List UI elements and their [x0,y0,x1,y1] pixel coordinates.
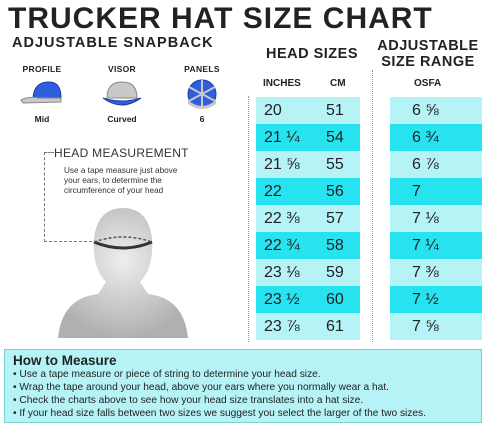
spec-panels: PANELS 6 [162,64,242,124]
inches-cell: 23 ½ [264,290,300,308]
col-header-osfa: OSFA [414,78,442,89]
table-row: 22 ⅜ 57 [256,205,360,232]
spec-value: 6 [199,114,205,124]
table-row: 7 ½ [390,286,482,313]
how-to-item: Check the charts above to see how your h… [13,394,473,407]
osfa-cell: 6 ¾ [412,128,439,146]
osfa-cell: 7 ⅝ [412,317,439,335]
cap-visor-icon [102,81,142,106]
osfa-cell: 7 [412,182,421,200]
head-sizes-label: HEAD SIZES [265,46,358,62]
spec-profile: PROFILE Mid [2,64,82,124]
cm-cell: 55 [326,155,344,173]
table-row: 23 ⅛ 59 [256,259,360,286]
table-row: 7 ⅜ [390,259,482,286]
osfa-cell: 7 ½ [412,290,439,308]
spec-value: Mid [34,114,50,124]
table-row: 22 ¾ 58 [256,232,360,259]
inches-cell: 21 ¼ [264,128,300,146]
page-title: TRUCKER HAT SIZE CHART [8,2,433,35]
inches-cell: 22 [264,182,282,200]
osfa-cell: 7 ⅛ [412,209,439,227]
divider [248,96,249,342]
table-row: 7 ⅝ [390,313,482,340]
osfa-cell: 7 ⅜ [412,263,439,281]
spec-label: PROFILE [22,64,62,74]
adjustable-size-table: 6 ⅝ 6 ¾ 6 ⅞ 7 7 ⅛ 7 ¼ 7 ⅜ 7 ½ 7 ⅝ [390,97,482,340]
osfa-cell: 6 ⅝ [412,101,439,119]
head-sizes-table: 20 51 21 ¼ 54 21 ⅝ 55 22 56 22 ⅜ 57 22 ¾ 58 23… [256,97,360,340]
adjustable-size-range-label: ADJUSTABLE SIZE RANGE [376,38,480,70]
spec-label: VISOR [108,64,136,74]
how-to-item: Wrap the tape around your head, above yo… [13,381,473,394]
cm-cell: 59 [326,263,344,281]
table-row: 7 ⅛ [390,205,482,232]
head-silhouette [58,208,188,338]
spec-visor: VISOR Curved [82,64,162,124]
cap-specs: PROFILE Mid VISOR Curved PANELS 6 [0,64,240,134]
how-to-measure-box: How to Measure Use a tape measure or pie… [4,349,482,423]
how-to-title: How to Measure [13,353,117,368]
inches-cell: 23 ⅞ [264,317,300,335]
table-row: 21 ¼ 54 [256,124,360,151]
inches-cell: 22 ¾ [264,236,300,254]
measure-label: HEAD MEASUREMENT [54,146,189,160]
table-row: 6 ⅞ [390,151,482,178]
inches-cell: 21 ⅝ [264,155,300,173]
cm-cell: 54 [326,128,344,146]
table-row: 23 ⅞ 61 [256,313,360,340]
table-row: 7 [390,178,482,205]
how-to-item: If your head size falls between two size… [13,407,473,420]
spec-value: Curved [107,114,137,124]
adjustable-label-line1: ADJUSTABLE [377,38,479,54]
table-row: 6 ¾ [390,124,482,151]
measure-text: Use a tape measure just above your ears,… [64,166,178,195]
table-row: 6 ⅝ [390,97,482,124]
cm-cell: 57 [326,209,344,227]
adjustable-label-line2: SIZE RANGE [381,54,475,70]
cm-cell: 61 [326,317,344,335]
page-subtitle: ADJUSTABLE SNAPBACK [12,35,214,51]
spec-label: PANELS [184,64,220,74]
divider [372,70,373,342]
inches-cell: 23 ⅛ [264,263,300,281]
cm-cell: 56 [326,182,344,200]
table-row: 23 ½ 60 [256,286,360,313]
osfa-cell: 6 ⅞ [412,155,439,173]
cap-panels-icon [187,79,217,109]
measure-bracket-end [44,241,92,242]
measure-bracket [44,152,54,242]
how-to-item: Use a tape measure or piece of string to… [13,368,473,381]
table-row: 7 ¼ [390,232,482,259]
cm-cell: 60 [326,290,344,308]
col-header-inches: INCHES [263,78,301,89]
cm-cell: 58 [326,236,344,254]
inches-cell: 20 [264,101,282,119]
table-row: 21 ⅝ 55 [256,151,360,178]
cm-cell: 51 [326,101,344,119]
table-row: 22 56 [256,178,360,205]
inches-cell: 22 ⅜ [264,209,300,227]
col-header-cm: CM [330,78,346,89]
osfa-cell: 7 ¼ [412,236,439,254]
table-row: 20 51 [256,97,360,124]
cap-profile-icon [20,81,62,104]
